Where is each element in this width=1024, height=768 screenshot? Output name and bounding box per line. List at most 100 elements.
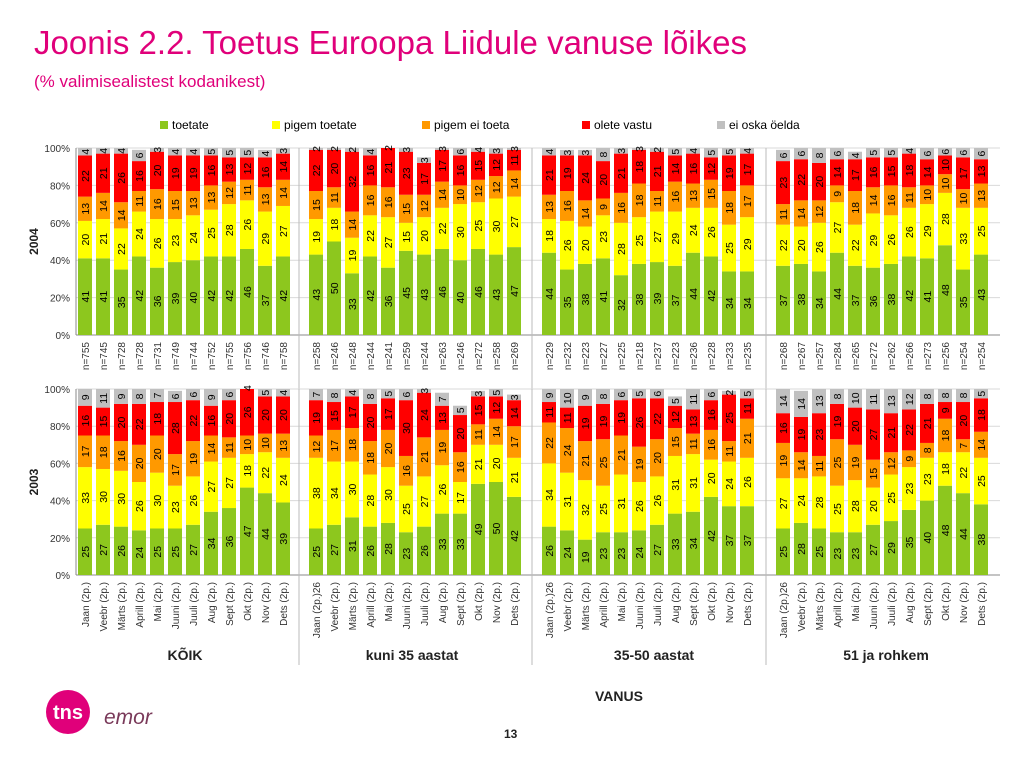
data-label: 2 [383,145,395,151]
data-label: 4 [688,148,700,154]
data-label: 47 [242,525,254,537]
data-label: 20 [134,457,146,469]
data-label: 21 [544,169,556,181]
data-label: 7 [311,392,323,398]
data-label: 27 [383,236,395,248]
data-label: 34 [206,537,218,549]
bar-segment [596,532,610,575]
bar-segment [596,439,610,486]
bar-segment [417,194,431,218]
bar-segment [489,389,503,397]
bar-segment [596,389,610,404]
bar-segment [956,493,970,575]
data-label: 26 [634,416,646,428]
bar-segment [471,444,485,484]
data-label: 15 [473,404,485,416]
bar-segment [650,262,664,335]
data-label: 16 [134,170,146,182]
bar-segment [327,187,341,208]
data-label: 22 [796,174,808,186]
category-label: Dets (2p.) [510,582,521,626]
data-label: 23 [922,473,934,485]
bar-segment [794,263,808,335]
data-label: 14 [796,459,808,471]
y-tick-label: 40% [50,256,70,267]
data-label: 5 [868,150,880,156]
data-label: 25 [152,546,164,558]
bar-segment [363,389,377,404]
data-label: 15 [311,199,323,211]
data-label: 12 [242,163,254,175]
bar-segment [453,452,467,482]
category-label: n=228 [707,342,718,371]
data-label: 34 [544,489,556,501]
bar-segment [974,207,988,255]
bar-segment [560,269,574,335]
bar-segment [560,428,574,473]
data-label: 5 [242,150,254,156]
bar-segment [722,461,736,507]
data-label: 27 [868,544,880,556]
bar-segment [866,187,880,214]
data-label: 6 [455,149,467,155]
bar-segment [614,389,628,401]
data-label: 12 [670,411,682,423]
bar-segment [668,428,682,456]
bar-segment [417,437,431,477]
bar-segment [704,459,718,497]
bar-segment [578,149,592,156]
bar-segment [309,219,323,255]
data-label: 3 [616,148,628,154]
data-label: 18 [365,452,377,464]
bar-segment [650,389,664,399]
bar-segment [866,213,880,268]
data-label: 50 [491,523,503,535]
bar-segment [399,485,413,533]
bar-segment [614,192,628,223]
data-label: 44 [688,288,700,300]
bar-segment [132,403,146,445]
bar-segment [866,389,880,410]
bar-segment [471,390,485,397]
data-label: 35 [562,296,574,308]
bar-segment [704,496,718,575]
data-label: 17 [383,408,395,420]
data-label: 14 [347,219,359,231]
data-label: 30 [98,491,110,503]
bar-segment [222,148,236,158]
bar-segment [222,256,236,335]
data-label: 36 [383,295,395,307]
bar-segment [902,409,916,451]
bar-segment [489,176,503,199]
bar-segment [776,161,790,205]
bar-segment [776,149,790,162]
category-label: n=246 [330,342,341,371]
bar-segment [435,149,449,182]
bar-segment [632,398,646,447]
data-label: 19 [562,167,574,179]
data-label: 41 [598,291,610,303]
data-label: 8 [922,447,934,453]
data-label: 38 [580,293,592,305]
data-label: 42 [706,290,718,302]
bar-segment [276,148,290,154]
bar-segment [776,528,790,575]
data-label: 26 [242,219,254,231]
bar-segment [560,191,574,221]
data-label: 27 [652,231,664,243]
data-label: 26 [706,226,718,238]
y-tick-label: 40% [50,497,70,508]
bar-segment [560,149,574,156]
data-label: 14 [509,178,521,190]
bar-segment [417,476,431,527]
bar-segment [902,207,916,257]
bar-segment [578,226,592,264]
bar-segment [776,442,790,479]
bar-segment [704,148,718,158]
data-label: 22 [437,222,449,234]
bar-segment [345,461,359,518]
bar-segment [399,400,413,456]
data-label: 37 [778,294,790,306]
data-label: 28 [365,495,377,507]
bar-segment [614,400,628,436]
